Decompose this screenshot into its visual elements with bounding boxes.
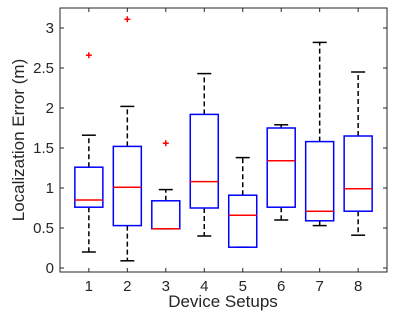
- box-group-3: [151, 140, 181, 230]
- iqr-box: [189, 113, 220, 209]
- iqr-box: [227, 194, 258, 248]
- x-tick-label: 4: [200, 278, 208, 295]
- y-tick-label: 3: [46, 20, 54, 37]
- y-axis-label: Localization Error (m): [9, 59, 28, 222]
- chart-marks: [74, 16, 373, 262]
- box-group-7: [304, 41, 335, 227]
- iqr-box: [304, 140, 335, 222]
- box-group-5: [227, 156, 258, 248]
- iqr-box: [74, 166, 104, 208]
- y-tick-label: 0: [46, 260, 54, 277]
- box-group-2: [112, 16, 143, 262]
- y-tick-label: 1: [46, 180, 54, 197]
- iqr-box: [343, 135, 373, 212]
- x-tick-label: 5: [239, 278, 247, 295]
- outlier-point: [162, 140, 169, 147]
- x-tick-label: 8: [354, 278, 362, 295]
- x-tick-label: 7: [316, 278, 324, 295]
- x-axis-label: Device Setups: [168, 292, 278, 311]
- x-tick-label: 1: [85, 278, 93, 295]
- y-tick-label: 1.5: [33, 140, 54, 157]
- plot-area: [59, 7, 388, 273]
- chart-axes: 0 0.5 1 1.5 2 2.5 3 1 2 3 4 5 6 7 8: [33, 8, 387, 295]
- outlier-point: [85, 52, 92, 59]
- x-tick-label: 6: [277, 278, 285, 295]
- x-tick-label: 3: [162, 278, 170, 295]
- box-group-6: [266, 124, 296, 221]
- iqr-box: [112, 145, 143, 227]
- x-tick-label: 2: [123, 278, 131, 295]
- y-tick-label: 2: [46, 100, 54, 117]
- iqr-box: [266, 127, 296, 208]
- box-group-1: [74, 52, 104, 253]
- box-group-8: [343, 71, 373, 236]
- box-group-4: [189, 72, 220, 237]
- y-tick-label: 0.5: [33, 220, 54, 237]
- y-tick-label: 2.5: [33, 60, 54, 77]
- outlier-point: [124, 16, 131, 23]
